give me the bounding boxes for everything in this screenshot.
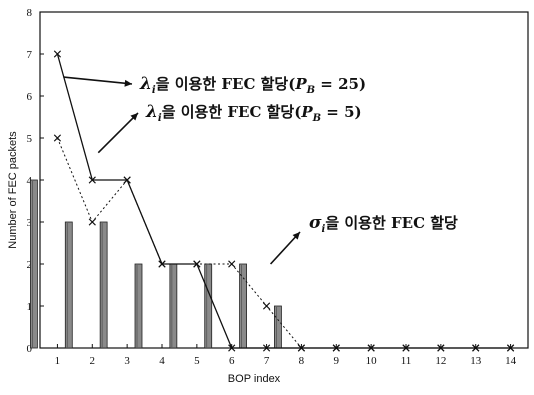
- bar-series: [30, 179, 282, 349]
- x-marker-stroke: [228, 344, 236, 352]
- solid-series-line: [56, 53, 511, 349]
- y-tick-label: 5: [27, 133, 33, 145]
- y-tick-label: 3: [27, 217, 33, 229]
- bar: [64, 221, 73, 349]
- x-marker-stroke: [262, 302, 271, 310]
- arrow-shaft: [97, 112, 139, 154]
- x-marker-stroke: [88, 218, 96, 226]
- x-marker: [53, 50, 62, 58]
- x-marker: [228, 344, 236, 352]
- x-tick-label: 7: [264, 355, 270, 367]
- x-marker: [332, 344, 340, 352]
- bar: [134, 263, 143, 349]
- dotted-series-line: [56, 137, 511, 349]
- x-tick-label: 14: [505, 355, 517, 367]
- line-series: [56, 53, 511, 349]
- x-tick-label: 2: [90, 355, 96, 367]
- annotations: λi을 이용한 FEC 할당(PB = 25) λi을 이용한 FEC 할당(PB…: [139, 74, 458, 235]
- x-marker-stroke: [367, 344, 375, 352]
- y-tick-label: 0: [27, 343, 33, 355]
- x-marker: [262, 302, 271, 310]
- x-tick-label: 10: [366, 355, 378, 367]
- x-marker-stroke: [402, 344, 410, 352]
- y-tick-label: 7: [27, 49, 33, 61]
- x-marker-stroke: [472, 344, 480, 352]
- bar: [274, 305, 282, 349]
- x-marker-stroke: [437, 344, 445, 352]
- x-marker: [193, 260, 201, 268]
- arrow-pb5: [97, 112, 139, 154]
- arrow-sigma: [269, 231, 301, 265]
- x-marker-stroke: [193, 260, 201, 268]
- x-marker-stroke: [262, 344, 271, 352]
- x-marker-stroke: [332, 344, 340, 352]
- x-marker-stroke: [228, 260, 236, 268]
- x-marker: [506, 344, 515, 352]
- arrow-shaft: [269, 231, 301, 265]
- annotation-label: λi을 이용한 FEC 할당(PB = 5): [145, 102, 362, 124]
- x-marker: [437, 344, 445, 352]
- x-marker: [158, 260, 166, 268]
- arrow-head: [292, 232, 300, 240]
- arrow-pb25: [63, 76, 133, 87]
- annotation-label: λi을 이용한 FEC 할당(PB = 25): [139, 74, 366, 96]
- x-marker-stroke: [506, 344, 515, 352]
- arrow-head: [124, 79, 132, 87]
- x-marker: [472, 344, 480, 352]
- bar: [239, 263, 247, 349]
- x-marker: [228, 260, 236, 268]
- x-tick-label: 1: [55, 355, 61, 367]
- x-marker: [123, 176, 131, 184]
- x-tick-label: 8: [299, 355, 305, 367]
- y-tick-label: 2: [27, 259, 33, 271]
- x-axis-title: BOP index: [228, 373, 281, 385]
- x-marker: [367, 344, 375, 352]
- x-tick-label: 12: [435, 355, 446, 367]
- x-tick-label: 6: [229, 355, 235, 367]
- x-tick-label: 5: [194, 355, 200, 367]
- y-tick-label: 8: [27, 7, 33, 19]
- x-marker: [262, 344, 271, 352]
- x-tick-label: 13: [470, 355, 482, 367]
- x-marker: [53, 134, 62, 142]
- y-tick-label: 4: [27, 175, 33, 187]
- y-tick-label: 6: [27, 91, 33, 103]
- arrow-shaft: [63, 76, 133, 85]
- x-marker-stroke: [88, 176, 96, 184]
- x-marker: [402, 344, 410, 352]
- x-marker-stroke: [158, 260, 166, 268]
- x-marker: [88, 176, 96, 184]
- y-tick-label: 1: [27, 301, 33, 313]
- x-tick-label: 3: [124, 355, 130, 367]
- arrow-head: [130, 113, 138, 121]
- x-tick-label: 9: [334, 355, 340, 367]
- x-marker: [88, 218, 96, 226]
- line-markers: [53, 50, 515, 352]
- y-axis-title: Number of FEC packets: [7, 131, 19, 249]
- x-marker-stroke: [53, 50, 62, 58]
- annotation-label: σi을 이용한 FEC 할당: [309, 213, 458, 235]
- x-tick-label: 4: [159, 355, 165, 367]
- bar: [30, 179, 38, 349]
- annotation-arrows: [63, 76, 301, 265]
- x-marker-stroke: [53, 134, 62, 142]
- x-marker-stroke: [297, 344, 306, 352]
- x-marker: [297, 344, 306, 352]
- bar: [99, 221, 108, 349]
- bar: [204, 263, 213, 349]
- x-marker-stroke: [123, 176, 131, 184]
- bar: [169, 263, 178, 349]
- x-tick-label: 11: [401, 355, 412, 367]
